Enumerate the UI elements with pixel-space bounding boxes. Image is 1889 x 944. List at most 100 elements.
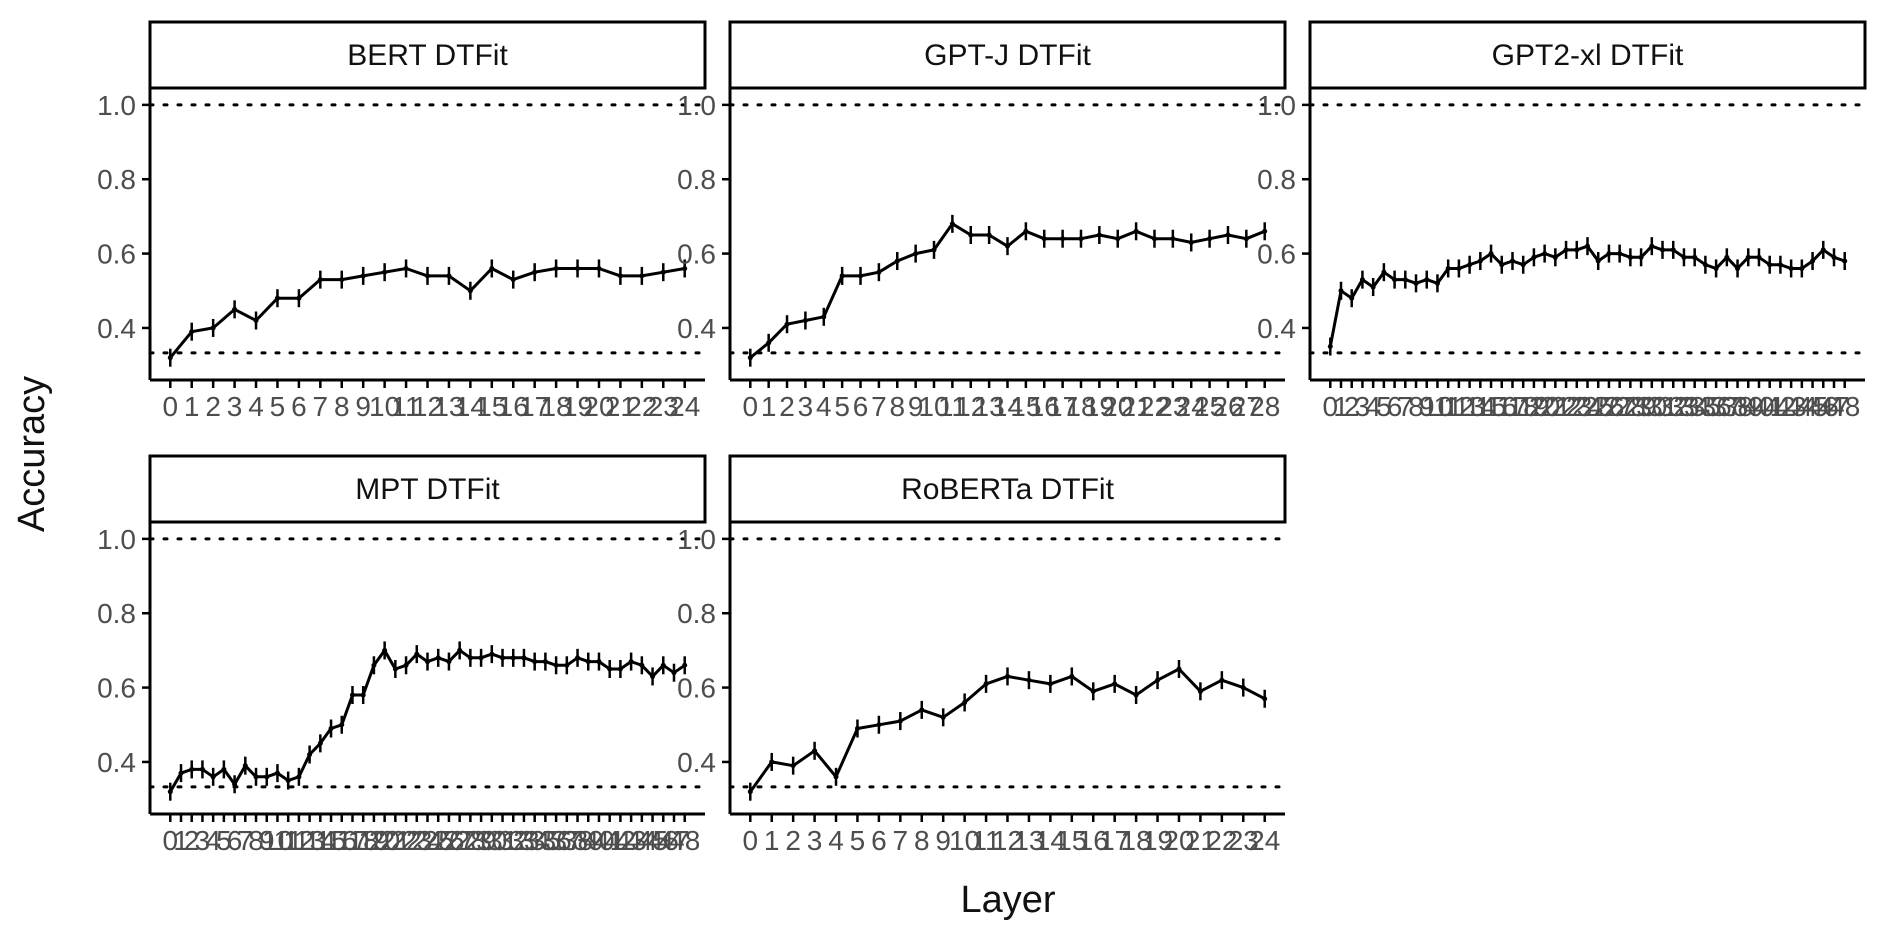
x-tick-label: 22: [1550, 391, 1581, 422]
x-tick-label: 21: [1121, 391, 1152, 422]
x-tick-label: 11: [972, 825, 1001, 856]
x-tick-label: 44: [626, 825, 657, 856]
y-tick-label: 0.8: [677, 598, 716, 629]
x-tick-label: 12: [955, 391, 986, 422]
series-line: [749, 667, 1266, 793]
data-point: [521, 655, 527, 661]
data-point: [1207, 236, 1213, 242]
data-point: [1262, 696, 1268, 702]
data-point: [913, 251, 919, 257]
x-tick-label: 2: [1344, 391, 1360, 422]
data-point: [1338, 288, 1344, 294]
data-point: [858, 273, 864, 279]
data-point: [510, 655, 516, 661]
data-point: [360, 273, 366, 279]
x-tick-label: 24: [412, 825, 443, 856]
x-tick-label: 20: [1163, 825, 1194, 856]
data-point: [617, 273, 623, 279]
data-point: [199, 766, 205, 772]
x-tick-label: 2: [779, 391, 795, 422]
x-tick-label: 12: [992, 825, 1023, 856]
y-tick-label: 0.6: [97, 673, 136, 704]
data-point: [1026, 677, 1032, 683]
x-tick-label: 7: [238, 825, 254, 856]
x-tick-label: 5: [834, 391, 850, 422]
data-point: [897, 718, 903, 724]
x-tick-label: 42: [605, 825, 636, 856]
facet-strip: [148, 20, 707, 90]
x-tick-label: 13: [1454, 391, 1485, 422]
data-point: [1155, 677, 1161, 683]
data-point: [1434, 280, 1440, 286]
x-tick-label: 32: [1658, 391, 1689, 422]
data-point: [425, 659, 430, 665]
data-point: [1670, 247, 1676, 253]
x-tick-label: 10: [949, 825, 980, 856]
data-point: [532, 269, 538, 275]
x-tick-label: 21: [380, 825, 411, 856]
data-point: [1788, 265, 1794, 271]
data-point: [1595, 258, 1601, 264]
data-point: [747, 789, 753, 795]
data-point: [784, 321, 790, 327]
y-tick-label: 1.0: [677, 524, 716, 555]
x-tick-label: 34: [1679, 391, 1710, 422]
x-tick-label: 8: [914, 825, 930, 856]
x-tick-label: 6: [291, 391, 307, 422]
facet-panel: GPT2-xl DTFit0.40.60.81.0012345678910111…: [1257, 20, 1867, 422]
x-tick-label: 16: [1029, 391, 1060, 422]
data-point: [1243, 236, 1249, 242]
x-tick-label: 25: [423, 825, 454, 856]
data-point: [1509, 258, 1515, 264]
data-point: [1240, 685, 1246, 691]
x-tick-label: 20: [1529, 391, 1560, 422]
x-tick-label: 48: [669, 825, 700, 856]
data-point: [264, 774, 270, 780]
data-point: [919, 707, 925, 713]
x-tick-label: 14: [1035, 825, 1066, 856]
data-point: [1133, 692, 1139, 698]
x-tick-label: 32: [498, 825, 529, 856]
x-tick-label: 0: [162, 825, 178, 856]
x-tick-label: 8: [248, 825, 264, 856]
data-point: [1660, 247, 1666, 253]
x-tick-label: 10: [262, 825, 293, 856]
x-tick-label: 35: [530, 825, 561, 856]
y-tick-label: 1.0: [1257, 90, 1296, 121]
x-tick-label: 29: [1626, 391, 1657, 422]
data-point: [189, 329, 195, 335]
facet-strip: [1308, 20, 1867, 90]
x-tick-label: 17: [519, 391, 550, 422]
x-tick-label: 13: [974, 391, 1005, 422]
data-point: [940, 714, 946, 720]
data-point: [839, 273, 845, 279]
data-point: [1477, 258, 1483, 264]
series-line: [1328, 244, 1846, 347]
x-tick-label: 7: [893, 825, 909, 856]
data-point: [553, 265, 559, 271]
x-tick-label: 26: [1593, 391, 1624, 422]
x-tick-label: 13: [294, 825, 325, 856]
data-point: [1005, 673, 1010, 679]
y-tick-label: 0.8: [97, 164, 136, 195]
data-point: [339, 277, 345, 283]
data-point: [253, 318, 259, 324]
data-point: [1585, 243, 1590, 249]
x-tick-label: 2: [205, 391, 221, 422]
y-tick-label: 0.8: [97, 598, 136, 629]
data-point: [425, 273, 430, 279]
x-tick-label: 25: [1194, 391, 1225, 422]
x-tick-label: 41: [1754, 391, 1785, 422]
x-tick-label: 33: [1668, 391, 1699, 422]
data-point: [296, 774, 302, 780]
data-point: [682, 662, 688, 668]
data-point: [253, 774, 259, 780]
facet-title: GPT-J DTFit: [924, 39, 1091, 72]
data-point: [167, 789, 173, 795]
data-point: [1713, 265, 1719, 271]
x-tick-label: 0: [742, 391, 758, 422]
x-tick-label: 40: [1743, 391, 1774, 422]
data-point: [769, 759, 775, 765]
x-tick-label: 42: [1765, 391, 1796, 422]
data-point: [1424, 277, 1430, 283]
